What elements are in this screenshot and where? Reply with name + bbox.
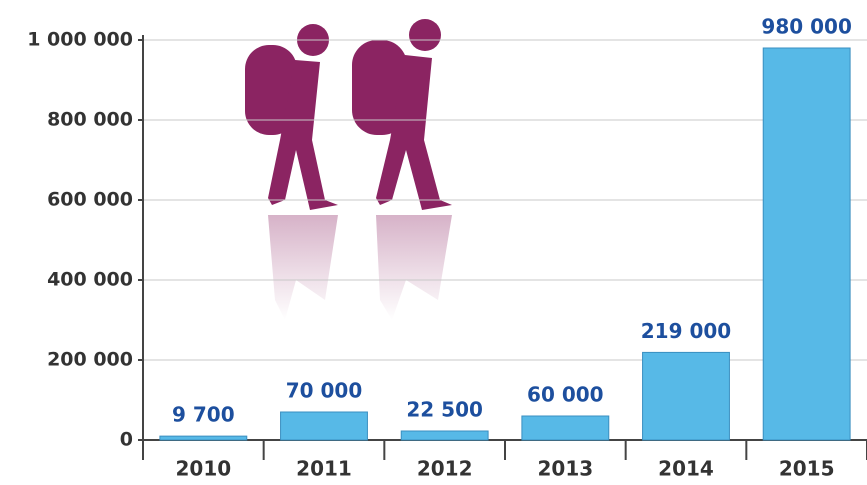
x-tick-label: 2013 <box>537 457 593 481</box>
y-tick-label: 600 000 <box>47 189 133 211</box>
y-tick-label: 800 000 <box>47 109 133 131</box>
x-tick-label: 2015 <box>779 457 835 481</box>
x-tick-label: 2014 <box>658 457 714 481</box>
chart: 0 200 000 400 000 600 000 800 000 1 000 000 20… <box>0 0 867 485</box>
bar <box>401 431 488 440</box>
bar <box>643 352 730 440</box>
bar <box>763 48 850 440</box>
hikers-illustration <box>245 19 452 320</box>
x-tick-label: 2010 <box>175 457 231 481</box>
value-label: 70 000 <box>286 379 363 403</box>
value-label: 980 000 <box>761 15 851 39</box>
x-tick-label: 2011 <box>296 457 352 481</box>
y-tick-label: 200 000 <box>47 349 133 371</box>
y-tick-label: 0 <box>120 429 133 451</box>
bar <box>281 412 368 440</box>
y-tick-label: 1 000 000 <box>27 29 133 51</box>
bar <box>160 436 247 440</box>
value-label: 219 000 <box>641 319 731 343</box>
y-tick-label: 400 000 <box>47 269 133 291</box>
x-tick-label: 2012 <box>417 457 473 481</box>
value-label: 22 500 <box>406 398 483 422</box>
bar <box>522 416 609 440</box>
value-label: 60 000 <box>527 383 604 407</box>
value-label: 9 700 <box>172 403 235 427</box>
